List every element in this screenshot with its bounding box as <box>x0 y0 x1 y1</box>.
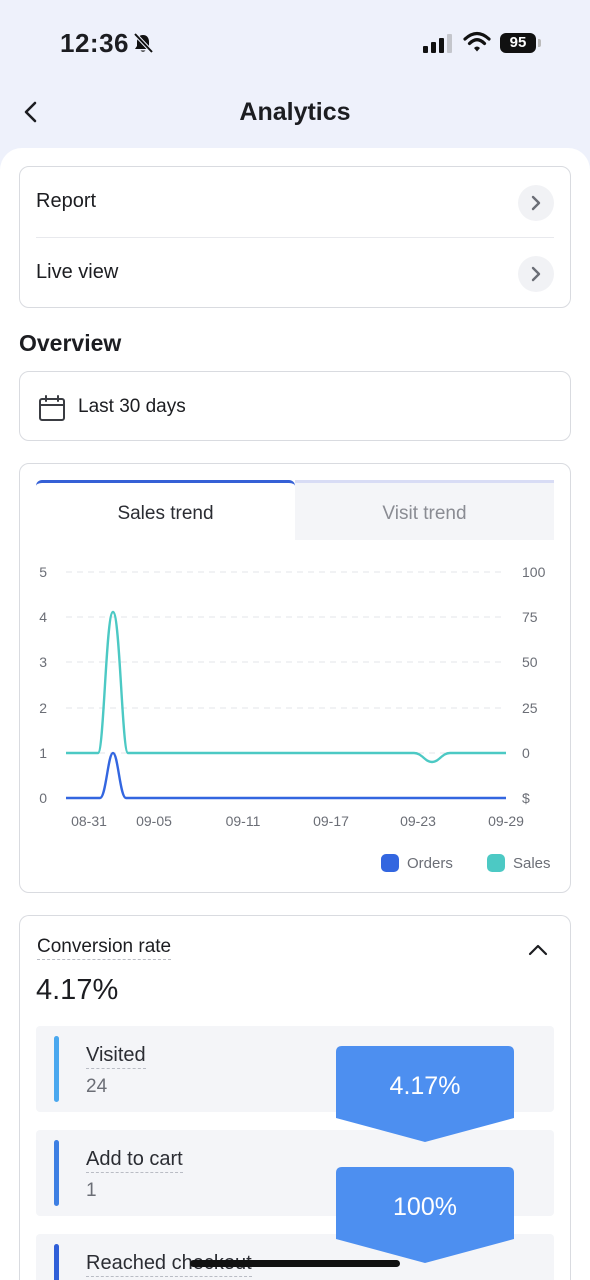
calendar-icon <box>39 395 65 421</box>
x-tick: 09-29 <box>488 813 524 829</box>
overview-heading: Overview <box>19 330 122 356</box>
y-right-tick: 25 <box>522 700 538 716</box>
menu-item-label: Report <box>36 190 97 212</box>
stage-color-bar <box>54 1244 59 1280</box>
funnel-rate: 4.17% <box>389 1072 461 1100</box>
legend-swatch-orders <box>381 854 399 872</box>
x-tick: 09-05 <box>136 813 172 829</box>
chart-card: Sales trend Visit trend 5 4 3 2 1 0 100 … <box>19 463 571 893</box>
x-tick: 09-11 <box>226 813 261 829</box>
status-time: 12:36 <box>60 28 129 58</box>
stage-label: Reached checkout <box>86 1252 252 1277</box>
menu-divider <box>36 237 554 238</box>
conversion-card: Conversion rate 4.17% Visited 24 Add to … <box>19 915 571 1280</box>
y-right-tick: 50 <box>522 654 538 670</box>
conversion-title: Conversion rate <box>37 936 172 960</box>
stage-count: 24 <box>86 1076 108 1097</box>
y-left-tick: 5 <box>39 564 47 580</box>
y-right-tick: 100 <box>522 564 546 580</box>
conversion-value: 4.17% <box>36 974 119 1006</box>
chart-gridlines <box>66 571 506 754</box>
bell-muted-icon <box>133 32 154 54</box>
tab-visit-trend[interactable]: Visit trend <box>295 480 554 540</box>
y-left-tick: 4 <box>39 609 47 625</box>
nav-bar: Analytics <box>0 88 590 148</box>
legend-label-orders: Orders <box>407 855 453 872</box>
battery-indicator: 95 <box>500 33 542 53</box>
menu-item-label: Live view <box>36 261 119 283</box>
date-range-label: Last 30 days <box>78 396 186 417</box>
funnel-arrow-shape <box>336 1046 514 1142</box>
funnel-rate: 100% <box>393 1193 457 1221</box>
stage-count: 1 <box>86 1180 97 1201</box>
status-bar: 12:36 95 <box>0 0 590 88</box>
y-right-tick: $ <box>522 790 530 806</box>
funnel-arrow-shape <box>336 1167 514 1263</box>
menu-item-live-view[interactable]: Live view <box>36 238 554 308</box>
x-tick: 09-23 <box>400 813 436 829</box>
back-arrow-icon[interactable] <box>18 98 46 126</box>
menu-card: Report Live view <box>19 166 571 308</box>
stage-color-bar <box>54 1036 59 1102</box>
y-left-tick: 1 <box>39 745 47 761</box>
funnel-stage-visited: Visited 24 <box>36 1026 554 1112</box>
battery-level: 95 <box>500 33 536 53</box>
funnel-step-rate: 100% <box>336 1167 514 1264</box>
x-tick: 09-17 <box>313 813 349 829</box>
content-panel: Report Live view Overview Last 30 days S… <box>0 148 590 1280</box>
battery-cap <box>538 39 541 47</box>
sales-trend-chart: 5 4 3 2 1 0 100 75 50 25 0 $ 08-31 09-05… <box>39 564 551 872</box>
y-right-tick: 0 <box>522 745 530 761</box>
orders-series-line <box>66 751 506 800</box>
funnel-step-rate: 4.17% <box>336 1046 514 1143</box>
wifi-icon <box>463 31 491 52</box>
menu-item-report[interactable]: Report <box>36 167 554 237</box>
date-range-selector[interactable]: Last 30 days <box>19 371 571 441</box>
stage-label: Visited <box>86 1044 146 1069</box>
y-left-tick: 2 <box>39 700 47 716</box>
chevron-right-icon <box>518 256 554 292</box>
page-title: Analytics <box>239 98 351 126</box>
legend-swatch-sales <box>487 854 505 872</box>
stage-label: Add to cart <box>86 1148 183 1173</box>
x-tick: 08-31 <box>71 813 107 829</box>
chevron-right-icon <box>518 185 554 221</box>
tab-sales-trend[interactable]: Sales trend <box>36 480 295 540</box>
chart-tabs: Sales trend Visit trend <box>36 480 554 540</box>
y-right-tick: 75 <box>522 609 538 625</box>
chevron-up-icon[interactable] <box>528 944 548 956</box>
y-left-tick: 0 <box>39 790 47 806</box>
cellular-signal-icon <box>423 34 452 53</box>
legend-label-sales: Sales <box>513 855 551 872</box>
home-indicator[interactable] <box>190 1260 400 1267</box>
sales-series-line <box>66 610 506 764</box>
y-left-tick: 3 <box>39 654 47 670</box>
stage-color-bar <box>54 1140 59 1206</box>
